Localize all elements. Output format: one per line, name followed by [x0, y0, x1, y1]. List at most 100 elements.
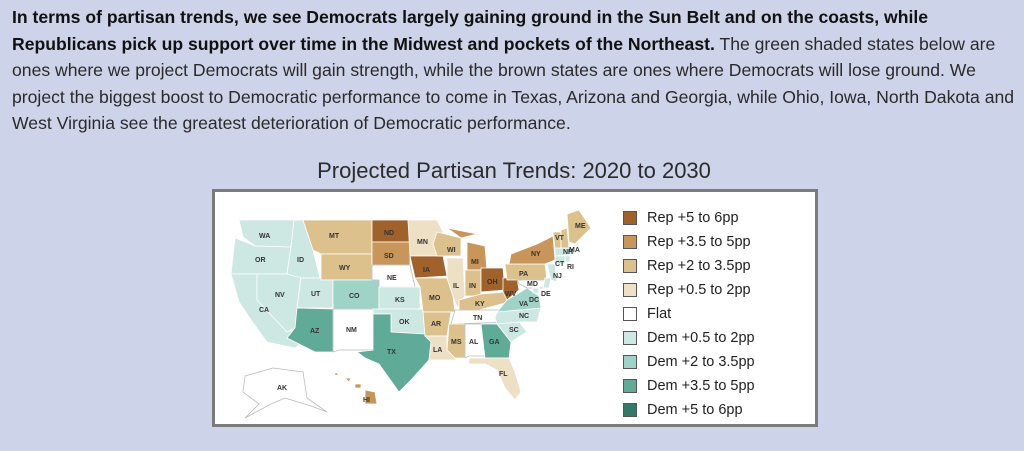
legend-label: Dem +5 to 6pp: [647, 402, 743, 418]
label-HI: HI: [363, 397, 370, 404]
state-CT: [554, 255, 566, 265]
label-GA: GA: [489, 339, 500, 346]
label-AR: AR: [431, 321, 441, 328]
label-ID: ID: [297, 257, 304, 264]
label-AZ: AZ: [310, 328, 320, 335]
state-NM: [332, 308, 374, 353]
label-NH: NH: [563, 249, 573, 256]
legend-label: Dem +0.5 to 2pp: [647, 330, 755, 346]
label-UT: UT: [311, 291, 321, 298]
label-WA: WA: [259, 233, 270, 240]
label-FL: FL: [499, 371, 508, 378]
legend-item: Rep +3.5 to 5pp: [623, 230, 755, 254]
intro-bold-text: In terms of partisan trends, we see Demo…: [12, 7, 929, 54]
legend-swatch: [623, 259, 637, 273]
label-NV: NV: [275, 292, 285, 299]
state-DE: [542, 277, 552, 289]
state-NY: [508, 235, 556, 265]
label-MD: MD: [527, 281, 538, 288]
label-VT: VT: [555, 235, 565, 242]
label-CO: CO: [349, 293, 360, 300]
legend-item: Rep +0.5 to 2pp: [623, 278, 755, 302]
state-NJ: [546, 263, 558, 283]
label-DC: DC: [529, 297, 539, 304]
state-FL: [468, 357, 522, 401]
label-IN: IN: [469, 283, 476, 290]
legend-label: Dem +3.5 to 5pp: [647, 378, 755, 394]
label-WI: WI: [447, 247, 456, 254]
label-SD: SD: [384, 253, 394, 260]
intro-body-text: The green shaded states below are ones w…: [12, 33, 1015, 134]
legend-label: Rep +0.5 to 2pp: [647, 282, 751, 298]
legend-label: Flat: [647, 306, 672, 322]
label-IA: IA: [423, 267, 430, 274]
label-AK: AK: [277, 385, 287, 392]
state-NH: [560, 227, 570, 249]
label-SC: SC: [509, 327, 519, 334]
legend-item: Dem +3.5 to 5pp: [623, 374, 755, 398]
label-RI: RI: [567, 264, 574, 271]
state-RI: [564, 255, 571, 263]
legend-item: Rep +5 to 6pp: [623, 206, 755, 230]
state-AL: [464, 323, 486, 359]
legend-item: Rep +2 to 3.5pp: [623, 254, 755, 278]
state-LA: [424, 335, 458, 361]
legend-swatch: [623, 355, 637, 369]
state-TX: [355, 313, 432, 393]
map-title: Projected Partisan Trends: 2020 to 2030: [317, 158, 711, 183]
legend-swatch: [623, 211, 637, 225]
legend-item: Dem +2 to 3.5pp: [623, 350, 755, 374]
label-ND: ND: [384, 230, 394, 237]
label-NC: NC: [519, 313, 529, 320]
label-OR: OR: [255, 257, 266, 264]
state-MS: [446, 323, 466, 359]
legend-swatch: [623, 379, 637, 393]
map-frame: WA OR CA NV ID MT WY UT CO AZ NM ND SD N…: [212, 189, 818, 427]
legend-label: Rep +2 to 3.5pp: [647, 258, 751, 274]
us-map: WA OR CA NV ID MT WY UT CO AZ NM ND SD N…: [230, 209, 592, 419]
state-AK: [242, 367, 328, 419]
label-NM: NM: [346, 327, 357, 334]
label-ME: ME: [575, 223, 586, 230]
label-NE: NE: [387, 275, 397, 282]
map-legend: Rep +5 to 6pp Rep +3.5 to 5pp Rep +2 to …: [623, 206, 755, 422]
label-MN: MN: [417, 239, 428, 246]
legend-label: Rep +3.5 to 5pp: [647, 234, 751, 250]
label-WY: WY: [339, 265, 351, 272]
label-OH: OH: [487, 279, 498, 286]
legend-swatch: [623, 331, 637, 345]
label-PA: PA: [519, 271, 528, 278]
legend-item: Flat: [623, 302, 755, 326]
label-IL: IL: [453, 283, 460, 290]
label-KY: KY: [475, 301, 485, 308]
legend-item: Dem +5 to 6pp: [623, 398, 755, 422]
legend-swatch: [623, 403, 637, 417]
state-DC: [532, 287, 540, 294]
label-MO: MO: [429, 295, 441, 302]
label-CA: CA: [259, 307, 269, 314]
label-NY: NY: [531, 251, 541, 258]
label-TN: TN: [473, 315, 482, 322]
label-NJ: NJ: [553, 273, 562, 280]
label-VA: VA: [519, 301, 528, 308]
state-labels: WA OR CA NV ID MT WY UT CO AZ NM ND SD N…: [255, 223, 586, 404]
label-MT: MT: [329, 233, 340, 240]
state-ME: [566, 209, 592, 245]
state-HI: [334, 371, 378, 405]
legend-swatch: [623, 235, 637, 249]
state-VA: [496, 287, 542, 313]
state-IL: [446, 257, 466, 309]
label-KS: KS: [395, 297, 405, 304]
legend-label: Rep +5 to 6pp: [647, 210, 739, 226]
label-OK: OK: [399, 319, 410, 326]
legend-swatch: [623, 283, 637, 297]
legend-item: Dem +0.5 to 2pp: [623, 326, 755, 350]
legend-swatch: [623, 307, 637, 321]
label-MS: MS: [451, 339, 462, 346]
intro-paragraph: In terms of partisan trends, we see Demo…: [12, 4, 1016, 137]
label-LA: LA: [433, 347, 442, 354]
label-DE: DE: [541, 291, 551, 298]
label-TX: TX: [387, 349, 396, 356]
label-AL: AL: [469, 339, 479, 346]
label-WV: WV: [505, 291, 517, 298]
